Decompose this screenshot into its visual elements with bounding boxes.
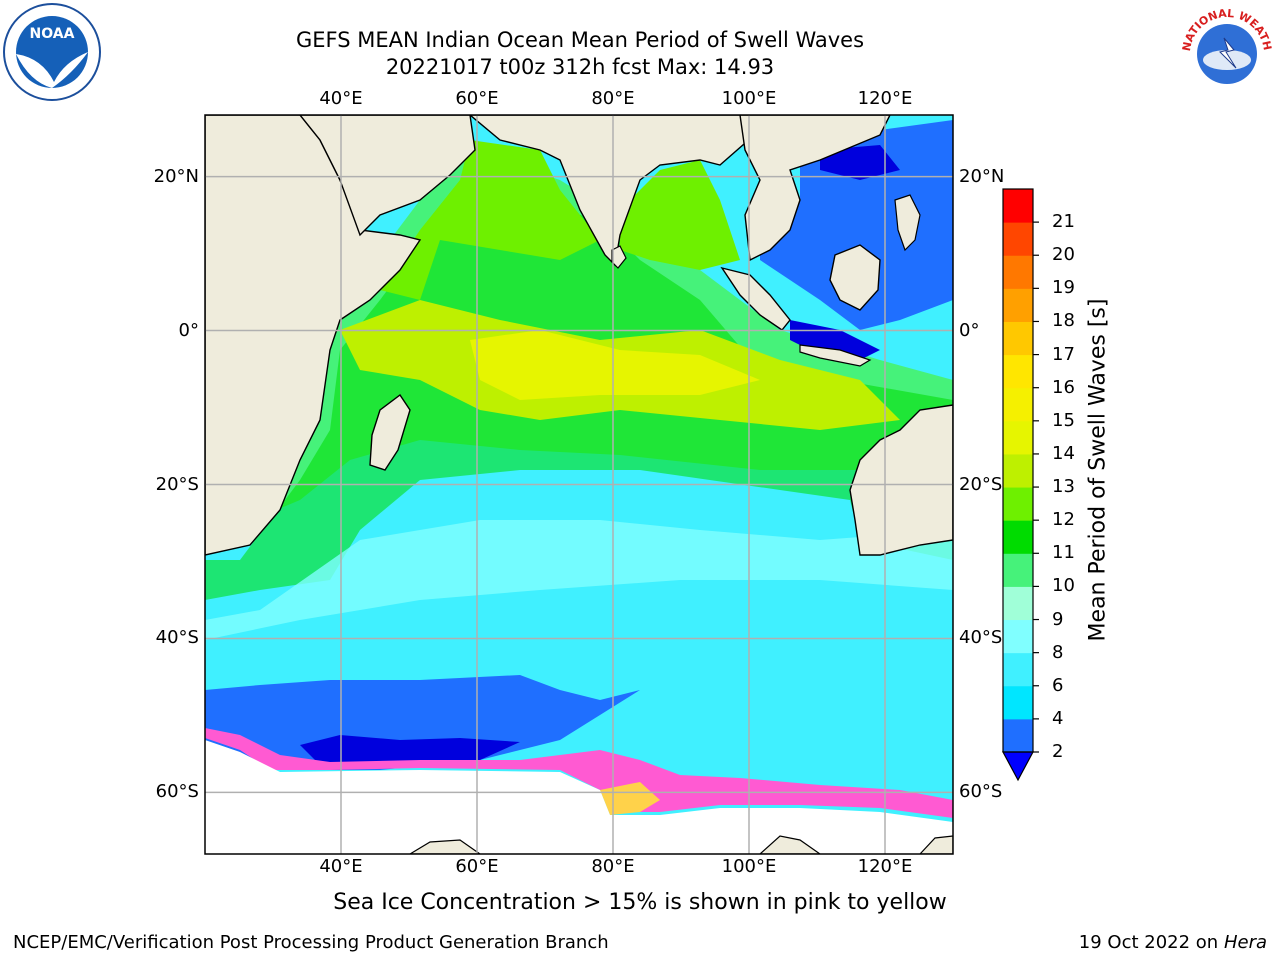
colorbar-swatch — [1003, 222, 1033, 256]
lat-tick-left: 20°N — [153, 165, 199, 187]
land-philippines — [894, 194, 921, 252]
colorbar-tick-label: 21 — [1052, 211, 1075, 233]
land-java — [799, 344, 872, 367]
lon-tick-bottom: 80°E — [591, 856, 635, 877]
land-sri-lanka — [611, 245, 627, 269]
swell-band-south-china-sea — [760, 120, 953, 330]
map-frame — [204, 114, 954, 855]
swell-band-java-sea — [790, 320, 880, 360]
colorbar-tick-label: 19 — [1052, 277, 1075, 299]
lat-tick-right: 0° — [959, 319, 980, 341]
colorbar-tick-label: 12 — [1052, 509, 1075, 531]
colorbar-swatch — [1003, 652, 1033, 687]
swell-band-north-arabian — [380, 140, 600, 300]
map-subtitle: 20221017 t00z 312h fcst Max: 14.93 — [385, 55, 775, 79]
lat-tick-left: 0° — [178, 319, 199, 341]
colorbar-swatch — [1003, 321, 1033, 356]
antarctic-region — [205, 740, 953, 854]
colorbar-tick-label: 4 — [1052, 707, 1064, 729]
colorbar-swatch — [1003, 420, 1033, 455]
sea-ice-fringe — [205, 728, 953, 818]
noaa-logo: NOAA — [2, 2, 102, 102]
colorbar-tick-label: 16 — [1052, 376, 1075, 398]
footer-credit: NCEP/EMC/Verification Post Processing Pr… — [13, 932, 609, 953]
swell-band-yellow — [340, 300, 900, 430]
lon-tick-top: 40°E — [319, 88, 363, 109]
swell-band-celebes — [820, 145, 900, 180]
colorbar-swatch — [1003, 586, 1033, 621]
sea-ice-yellow-patch — [600, 782, 660, 815]
lat-tick-right: 20°S — [959, 473, 1003, 495]
lat-tick-right: 60°S — [959, 781, 1003, 803]
colorbar — [1001, 188, 1039, 782]
colorbar-swatch — [1003, 288, 1033, 322]
colorbar-swatch — [1003, 553, 1033, 587]
lat-tick-right: 20°N — [959, 165, 1005, 187]
svg-text:NOAA: NOAA — [30, 26, 75, 42]
land-australia — [849, 404, 953, 556]
colorbar-label: Mean Period of Swell Waves [s] — [1085, 298, 1111, 642]
colorbar-extend-triangle — [1001, 751, 1035, 782]
map-title: GEFS MEAN Indian Ocean Mean Period of Sw… — [295, 28, 865, 52]
colorbar-swatch — [1003, 387, 1033, 422]
lon-tick-top: 120°E — [857, 88, 913, 109]
swell-band-light-cyan — [205, 520, 953, 640]
colorbar-tick-label: 2 — [1052, 741, 1064, 762]
colorbar-tick-label: 13 — [1052, 476, 1075, 498]
colorbar-tick-label: 14 — [1052, 442, 1075, 464]
colorbar-swatch — [1003, 520, 1033, 554]
graticule — [205, 115, 953, 854]
colorbar-tick-label: 17 — [1052, 343, 1075, 365]
colorbar-tick-label: 20 — [1052, 244, 1075, 266]
lon-tick-bottom: 40°E — [319, 856, 363, 877]
colorbar-tick-label: 6 — [1052, 674, 1064, 696]
land-antarctica — [408, 835, 953, 854]
colorbar-swatch — [1003, 189, 1033, 223]
land-indochina — [739, 115, 891, 262]
colorbar-swatch — [1003, 718, 1033, 753]
ocean-background — [205, 115, 953, 854]
land-india — [468, 115, 761, 267]
lon-tick-bottom: 100°E — [721, 856, 777, 877]
colorbar-tick-label: 9 — [1052, 608, 1064, 630]
land-sumatra — [720, 266, 791, 331]
colorbar-swatch — [1003, 255, 1033, 289]
colorbar-tick-label: 11 — [1052, 542, 1075, 564]
colorbar-tick-label: 10 — [1052, 575, 1075, 597]
national-weather-service-logo: NATIONAL WEATHER SERVICE — [1172, 0, 1278, 102]
footer-date-text: 19 Oct 2022 on — [1078, 932, 1219, 953]
footer-date: 19 Oct 2022 on Hera — [1079, 932, 1267, 953]
lon-tick-bottom: 60°E — [455, 856, 499, 877]
sea-ice-caption: Sea Ice Concentration > 15% is shown in … — [333, 890, 947, 915]
colorbar-tick-label: 15 — [1052, 409, 1075, 431]
swell-band-dark-blue — [300, 735, 520, 768]
swell-band-bright-green — [205, 160, 953, 600]
swell-band-bright-yellow — [470, 330, 760, 400]
colorbar-swatch — [1003, 619, 1033, 654]
land-africa — [205, 115, 422, 556]
lon-tick-top: 100°E — [721, 88, 777, 109]
land-arabia — [299, 115, 476, 237]
land-madagascar — [369, 393, 411, 471]
lon-tick-bottom: 120°E — [857, 856, 913, 877]
lat-tick-right: 40°S — [959, 627, 1003, 649]
colorbar-swatch — [1003, 487, 1033, 521]
colorbar-tick-label: 18 — [1052, 310, 1075, 332]
swell-band-blue — [205, 675, 640, 770]
lon-tick-top: 80°E — [591, 88, 635, 109]
swell-band-bay-of-bengal — [620, 160, 740, 270]
footer-host: Hera — [1223, 932, 1267, 953]
colorbar-swatch — [1003, 453, 1033, 488]
colorbar-tick-label: 8 — [1052, 641, 1064, 663]
colorbar-border — [1002, 188, 1034, 753]
lat-tick-left: 20°S — [155, 473, 199, 495]
land-borneo — [829, 244, 881, 311]
lon-tick-top: 60°E — [455, 88, 499, 109]
colorbar-swatch — [1003, 354, 1033, 389]
swell-band-green — [205, 150, 953, 540]
lat-tick-left: 40°S — [155, 627, 199, 649]
lat-tick-left: 60°S — [155, 781, 199, 803]
colorbar-swatch — [1003, 685, 1033, 720]
